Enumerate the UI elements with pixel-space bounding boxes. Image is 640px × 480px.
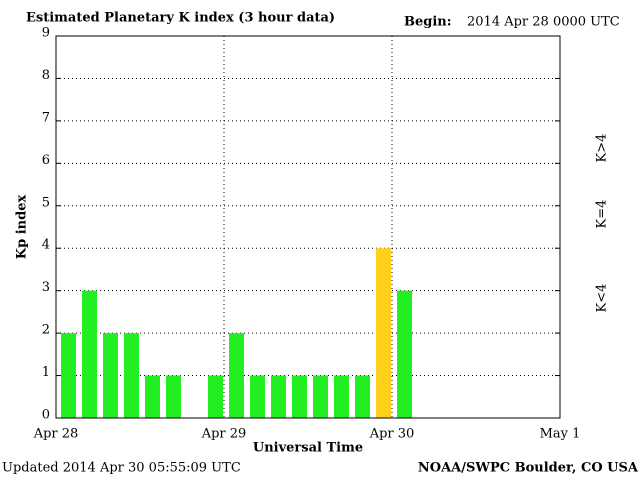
y-tick-label: 7 — [42, 110, 50, 125]
bar — [334, 375, 349, 418]
y-tick-label: 2 — [42, 323, 50, 338]
y-tick-label: 3 — [42, 280, 50, 295]
x-tick-label: Apr 29 — [201, 427, 247, 442]
bar — [250, 375, 265, 418]
bar — [355, 375, 370, 418]
y-tick-label: 8 — [42, 68, 50, 83]
begin-label: Begin: — [404, 15, 452, 30]
bar — [397, 290, 412, 418]
x-tick-label: May 1 — [540, 427, 581, 442]
y-tick-label: 6 — [42, 153, 50, 168]
begin-value: 2014 Apr 28 0000 UTC — [467, 15, 620, 30]
bar — [229, 333, 244, 418]
bar — [313, 375, 328, 418]
y-axis-label: Kp index — [15, 195, 30, 260]
credit: NOAA/SWPC Boulder, CO USA — [418, 461, 639, 476]
bar — [124, 333, 139, 418]
chart-title: Estimated Planetary K index (3 hour data… — [26, 11, 335, 26]
legend-entry: K<4 — [595, 284, 610, 313]
x-tick-label: Apr 28 — [33, 427, 79, 442]
legend-entry: K=4 — [595, 200, 610, 229]
bar — [166, 375, 181, 418]
y-tick-label: 4 — [42, 238, 50, 253]
updated: Updated 2014 Apr 30 05:55:09 UTC — [2, 461, 241, 476]
legend-entry: K>4 — [595, 134, 610, 163]
bar — [376, 248, 391, 418]
y-tick-label: 1 — [42, 365, 50, 380]
bar — [103, 333, 118, 418]
bar — [145, 375, 160, 418]
bar — [271, 375, 286, 418]
plot-frame — [55, 35, 561, 419]
x-axis-label: Universal Time — [253, 441, 363, 456]
y-tick-label: 9 — [42, 26, 50, 41]
y-tick-label: 0 — [42, 408, 50, 423]
bar — [82, 290, 97, 418]
bar — [61, 333, 76, 418]
y-tick-label: 5 — [42, 195, 50, 210]
x-tick-label: Apr 30 — [369, 427, 415, 442]
bar — [208, 375, 223, 418]
bar — [292, 375, 307, 418]
